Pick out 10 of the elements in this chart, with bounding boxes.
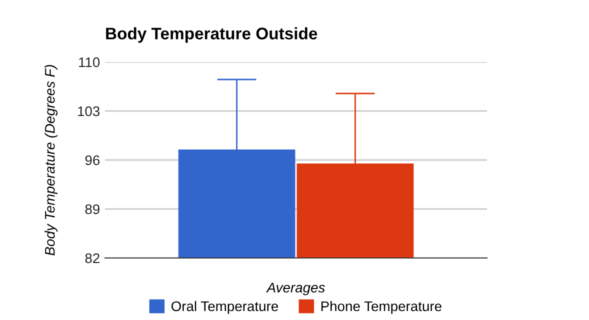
chart-title: Body Temperature Outside: [106, 27, 318, 43]
y-tick-label: 110: [79, 57, 100, 68]
y-tick-label: 89: [85, 204, 100, 214]
x-axis-title: Averages: [266, 282, 325, 296]
y-tick-label: 103: [78, 106, 100, 116]
y-axis-title: Body Temperature (Degrees F): [44, 64, 58, 256]
legend-label: Phone Temperature: [321, 300, 442, 314]
y-tick-label: 82: [85, 253, 100, 264]
legend-label: Oral Temperature: [171, 300, 278, 314]
y-tick-label: 96: [85, 155, 100, 166]
